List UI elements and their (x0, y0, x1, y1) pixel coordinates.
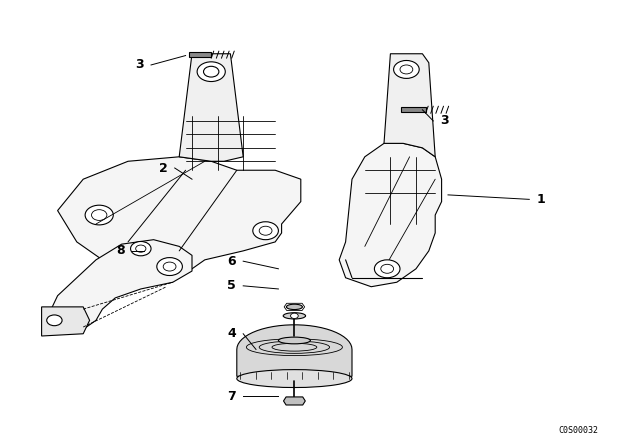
Circle shape (157, 258, 182, 276)
Circle shape (374, 260, 400, 278)
Polygon shape (179, 54, 243, 161)
Circle shape (291, 313, 298, 319)
Polygon shape (42, 307, 90, 336)
Text: 1: 1 (536, 193, 545, 206)
Circle shape (253, 222, 278, 240)
Polygon shape (284, 397, 305, 405)
Polygon shape (51, 240, 192, 329)
Text: 5: 5 (227, 279, 236, 293)
Circle shape (197, 62, 225, 82)
Text: C0S00032: C0S00032 (559, 426, 598, 435)
Text: 7: 7 (227, 390, 236, 403)
Text: 6: 6 (227, 254, 236, 268)
Ellipse shape (287, 304, 303, 310)
Text: 4: 4 (227, 327, 236, 340)
Circle shape (394, 60, 419, 78)
Polygon shape (189, 52, 211, 57)
Text: 3: 3 (440, 114, 449, 128)
Polygon shape (237, 325, 352, 376)
Ellipse shape (237, 370, 352, 388)
Polygon shape (58, 157, 301, 278)
Ellipse shape (284, 313, 306, 319)
Text: 8: 8 (116, 244, 125, 258)
Text: 3: 3 (135, 58, 144, 72)
Polygon shape (384, 54, 435, 157)
Polygon shape (339, 143, 442, 287)
Text: 2: 2 (159, 161, 168, 175)
Ellipse shape (278, 337, 310, 344)
Circle shape (131, 241, 151, 256)
Circle shape (47, 315, 62, 326)
Polygon shape (401, 107, 426, 112)
Circle shape (85, 205, 113, 225)
